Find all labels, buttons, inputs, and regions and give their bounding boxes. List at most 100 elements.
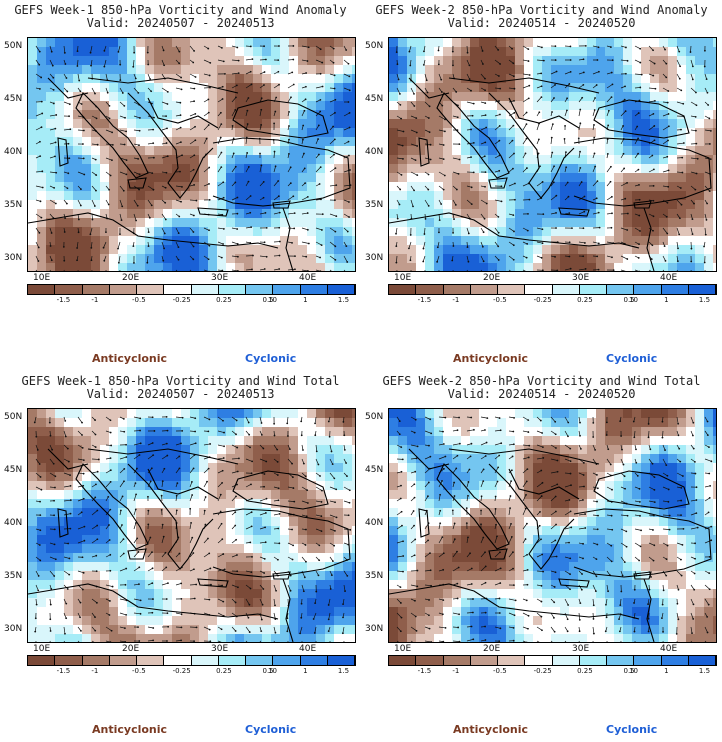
latitude-label: 50N — [4, 41, 23, 51]
colorbar-swatch — [389, 656, 417, 665]
coastline — [488, 548, 508, 560]
colorbar-swatch — [55, 656, 83, 665]
colorbar-swatch — [443, 285, 471, 294]
latitude-label: 40N — [365, 147, 384, 157]
coastline — [127, 92, 214, 199]
longitude-label: 40E — [660, 644, 678, 654]
coastline — [47, 448, 89, 470]
colorbar-swatch — [389, 285, 417, 294]
coastline — [488, 463, 575, 570]
colorbar-swatch — [137, 285, 165, 294]
coastline — [558, 578, 590, 588]
colorbar-tick-label: 0.5 — [623, 296, 635, 304]
cyclonic-label: Cyclonic — [606, 352, 658, 365]
colorbar-tick-label: 0.25 — [216, 296, 232, 304]
coastline — [418, 137, 430, 167]
latitude-label: 50N — [4, 412, 23, 422]
colorbar-swatch — [137, 656, 165, 665]
colorbar-swatch — [191, 656, 219, 665]
colorbar-swatch — [498, 285, 526, 294]
coastline — [57, 137, 69, 167]
coastline — [633, 571, 652, 580]
colorbar-tick-label: 0.25 — [577, 667, 593, 675]
colorbar-tick-label: 1.5 — [337, 667, 350, 675]
colorbar — [27, 655, 356, 666]
map-panel: GEFS Week-2 850-hPa Vorticity and Wind T… — [361, 371, 722, 742]
longitude-label: 40E — [299, 644, 317, 654]
coastline — [488, 177, 508, 189]
coastline — [147, 468, 219, 500]
longitude-label: 30E — [572, 644, 590, 654]
longitude-label: 40E — [660, 273, 678, 283]
longitude-label: 30E — [211, 644, 229, 654]
colorbar-swatch — [688, 656, 716, 665]
colorbar-tick-label: -1 — [91, 296, 99, 304]
colorbar-tick-label: -0.5 — [493, 667, 507, 675]
colorbar-swatch — [246, 656, 274, 665]
map-canvas — [389, 409, 716, 642]
colorbar-scale-note: 10 — [268, 296, 277, 304]
colorbar-swatch — [443, 656, 471, 665]
anticyclonic-label: Anticyclonic — [453, 723, 529, 736]
latitude-label: 30N — [4, 624, 23, 634]
coastline — [127, 548, 147, 560]
colorbar-tick-label: 1 — [664, 296, 669, 304]
coastline — [272, 571, 291, 580]
coastline — [593, 99, 690, 139]
colorbar-tick-label: -1.5 — [56, 296, 71, 304]
vorticity-map — [27, 408, 356, 643]
coastline — [643, 578, 655, 642]
coastline — [508, 97, 580, 129]
longitude-label: 20E — [122, 273, 140, 283]
colorbar-tick-label: 1.5 — [337, 296, 350, 304]
colorbar-swatch — [661, 656, 689, 665]
colorbar-swatch — [552, 656, 580, 665]
latitude-label: 30N — [4, 253, 23, 263]
coastline — [127, 177, 147, 189]
colorbar-tick-label: 0.25 — [216, 667, 232, 675]
coastline — [282, 207, 294, 271]
longitude-label: 30E — [572, 273, 590, 283]
colorbar-swatch — [82, 285, 110, 294]
panel-title: GEFS Week-1 850-hPa Vorticity and Wind T… — [21, 374, 340, 388]
coastline — [508, 468, 580, 500]
colorbar-swatch — [109, 656, 137, 665]
coastline — [197, 578, 229, 588]
colorbar-swatch — [470, 285, 498, 294]
coastline — [75, 463, 149, 550]
coastline — [147, 97, 219, 129]
coastline — [282, 578, 294, 642]
coastline — [47, 77, 89, 99]
colorbar-tick-label: 0.5 — [623, 667, 635, 675]
coastline — [212, 508, 351, 578]
anticyclonic-label: Anticyclonic — [92, 723, 168, 736]
latitude-label: 45N — [4, 94, 23, 104]
colorbar-tick-label: -0.25 — [172, 296, 191, 304]
coastline — [488, 92, 575, 199]
colorbar-swatch — [579, 285, 607, 294]
coastline — [418, 508, 430, 538]
latitude-label: 35N — [365, 200, 384, 210]
coastline — [436, 92, 510, 179]
panel-title: GEFS Week-2 850-hPa Vorticity and Wind A… — [375, 3, 708, 17]
coastline — [127, 463, 214, 570]
map-panel: GEFS Week-1 850-hPa Vorticity and Wind T… — [0, 371, 361, 742]
colorbar-swatch — [552, 285, 580, 294]
coastline — [408, 77, 450, 99]
coastline — [558, 207, 590, 217]
map-canvas — [389, 38, 716, 271]
coastline — [232, 99, 329, 139]
colorbar-tick-label: -1.5 — [417, 667, 432, 675]
colorbar-tick-label: -1 — [452, 667, 460, 675]
colorbar-tick-label: 1.5 — [698, 296, 711, 304]
colorbar-swatch — [273, 285, 301, 294]
coastline — [643, 207, 655, 271]
longitude-label: 20E — [483, 273, 501, 283]
colorbar-swatch — [327, 285, 355, 294]
colorbar-swatch — [579, 656, 607, 665]
latitude-label: 50N — [365, 41, 384, 51]
colorbar-tick-label: 1 — [303, 667, 308, 675]
coastline — [57, 508, 69, 538]
vorticity-map — [388, 408, 717, 643]
colorbar — [388, 284, 717, 295]
